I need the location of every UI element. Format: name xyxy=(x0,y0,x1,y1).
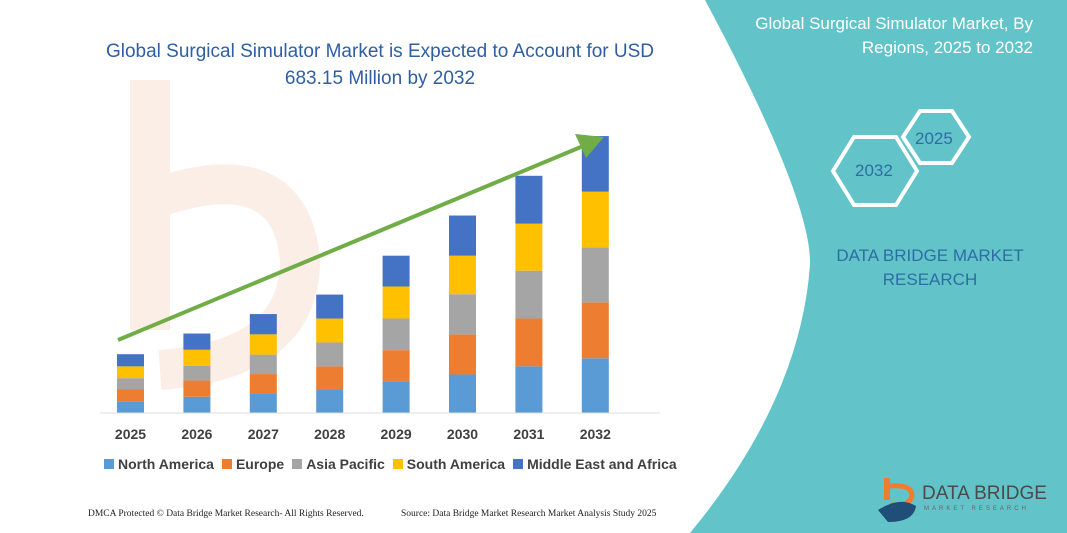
bar-2032-europe xyxy=(581,302,609,359)
bar-2031-europe xyxy=(515,318,543,367)
hexagon-2032-label: 2032 xyxy=(855,161,893,180)
hexagon-2025 xyxy=(900,109,972,165)
bar-2027-north-america xyxy=(249,393,277,413)
hexagon-2032 xyxy=(830,135,920,207)
bar-2027-europe xyxy=(249,374,277,394)
x-tick-label: 2028 xyxy=(314,426,346,442)
legend-swatch xyxy=(292,459,303,469)
legend-item: Europe xyxy=(221,456,285,472)
logo-text: DATA BRIDGE xyxy=(922,483,1047,504)
legend-swatch xyxy=(513,459,524,469)
bar-2025-middle-east-and-africa xyxy=(117,354,144,367)
bar-2028-south-america xyxy=(316,318,344,343)
bar-2031-north-america xyxy=(515,366,543,413)
bar-2026-europe xyxy=(183,380,211,397)
legend-item: Middle East and Africa xyxy=(513,456,677,472)
x-tick-label: 2030 xyxy=(446,426,479,442)
bar-2029-asia-pacific xyxy=(382,318,410,351)
bar-2025-north-america xyxy=(117,401,144,413)
bar-2029-europe xyxy=(382,350,410,382)
legend-item: North America xyxy=(104,456,214,472)
bar-2032-north-america xyxy=(581,358,609,413)
bar-2030-south-america xyxy=(449,255,476,295)
x-tick-label: 2032 xyxy=(579,426,611,442)
bar-2026-north-america xyxy=(183,396,211,413)
bar-2027-south-america xyxy=(249,334,277,355)
bar-2030-middle-east-and-africa xyxy=(449,215,476,256)
x-tick-label: 2027 xyxy=(247,426,279,442)
legend-label: North America xyxy=(118,456,214,472)
x-tick-label: 2025 xyxy=(114,426,147,442)
hexagon-2025-label: 2025 xyxy=(915,129,953,148)
bar-2029-north-america xyxy=(382,381,410,413)
bar-2025-europe xyxy=(117,389,144,402)
legend: North America Europe Asia Pacific South Ame… xyxy=(104,456,677,472)
side-panel xyxy=(690,0,1067,533)
bar-2026-middle-east-and-africa xyxy=(183,333,211,350)
chart-title: Global Surgical Simulator Market is Expe… xyxy=(105,41,655,89)
bar-2025-south-america xyxy=(117,366,144,379)
logo-icon xyxy=(878,478,916,522)
bar-2032-asia-pacific xyxy=(581,247,609,303)
watermark xyxy=(130,80,321,390)
legend-swatch xyxy=(392,459,403,469)
bar-2031-south-america xyxy=(515,223,543,271)
bar-2031-middle-east-and-africa xyxy=(515,175,543,224)
bar-2030-north-america xyxy=(449,374,476,413)
side-panel-title: Global Surgical Simulator Market, By Reg… xyxy=(755,14,1033,57)
bar-2029-south-america xyxy=(382,286,410,319)
footer-source: Source: Data Bridge Market Research Mark… xyxy=(401,509,657,519)
bar-2028-north-america xyxy=(316,389,344,413)
legend-label: Asia Pacific xyxy=(306,456,385,472)
x-tick-label: 2031 xyxy=(513,426,545,442)
bar-2028-asia-pacific xyxy=(316,342,344,367)
bar-2030-europe xyxy=(449,334,476,375)
bar-2026-asia-pacific xyxy=(183,365,211,381)
bar-2028-middle-east-and-africa xyxy=(316,294,344,319)
legend-label: Middle East and Africa xyxy=(527,456,677,472)
footer-copyright: DMCA Protected © Data Bridge Market Rese… xyxy=(88,509,364,519)
trend-arrow xyxy=(117,134,604,342)
bar-2031-asia-pacific xyxy=(515,270,543,319)
x-tick-label: 2026 xyxy=(181,426,213,442)
legend-swatch xyxy=(221,459,232,469)
bars-group xyxy=(117,136,609,413)
bar-2025-asia-pacific xyxy=(117,378,144,390)
bar-2028-europe xyxy=(316,366,344,390)
x-tick-label: 2029 xyxy=(380,426,412,442)
bar-2027-asia-pacific xyxy=(249,354,277,375)
legend-item: Asia Pacific xyxy=(292,456,385,472)
legend-label: Europe xyxy=(235,456,285,472)
bar-2026-south-america xyxy=(183,349,211,366)
bar-2032-south-america xyxy=(581,191,609,248)
legend-label: South America xyxy=(406,456,506,472)
bar-2029-middle-east-and-africa xyxy=(382,255,410,287)
bar-2030-asia-pacific xyxy=(449,294,476,335)
bar-2027-middle-east-and-africa xyxy=(249,314,277,335)
logo-subtext: MARKET RESEARCH xyxy=(924,506,1029,512)
legend-swatch xyxy=(104,459,114,469)
legend-item: South America xyxy=(392,456,506,472)
brand-text: DATA BRIDGE MARKET RESEARCH xyxy=(836,246,1024,289)
